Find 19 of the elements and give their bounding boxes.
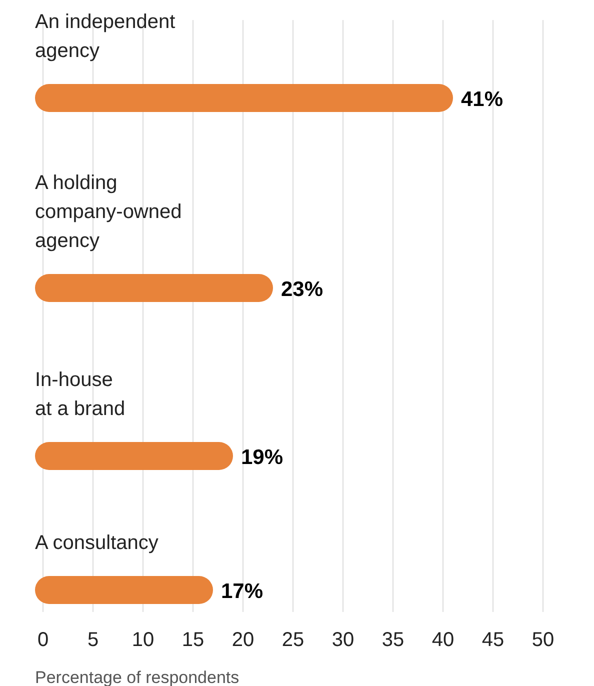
x-tick-label: 0 (37, 629, 49, 651)
y-tick-label: A holding company-owned agency (35, 172, 182, 252)
data-label: 23% (281, 278, 324, 301)
x-tick-label: 45 (482, 629, 504, 651)
data-label: 17% (221, 580, 264, 603)
data-label: 41% (461, 88, 504, 111)
data-label: 19% (241, 446, 284, 469)
y-tick-label: In-house at a brand (35, 369, 126, 420)
x-tick-label: 30 (332, 629, 354, 651)
x-tick-label: 5 (87, 629, 99, 651)
x-tick-label: 25 (282, 629, 304, 651)
y-tick-label: A consultancy (35, 532, 158, 554)
x-tick-label: 20 (232, 629, 254, 651)
x-tick-label: 35 (382, 629, 404, 651)
x-tick-label: 15 (182, 629, 204, 651)
y-tick-label: An independent agency (35, 11, 176, 62)
x-tick-label: 50 (532, 629, 554, 651)
x-tick-label: 10 (132, 629, 154, 651)
x-tick-label: 40 (432, 629, 454, 651)
